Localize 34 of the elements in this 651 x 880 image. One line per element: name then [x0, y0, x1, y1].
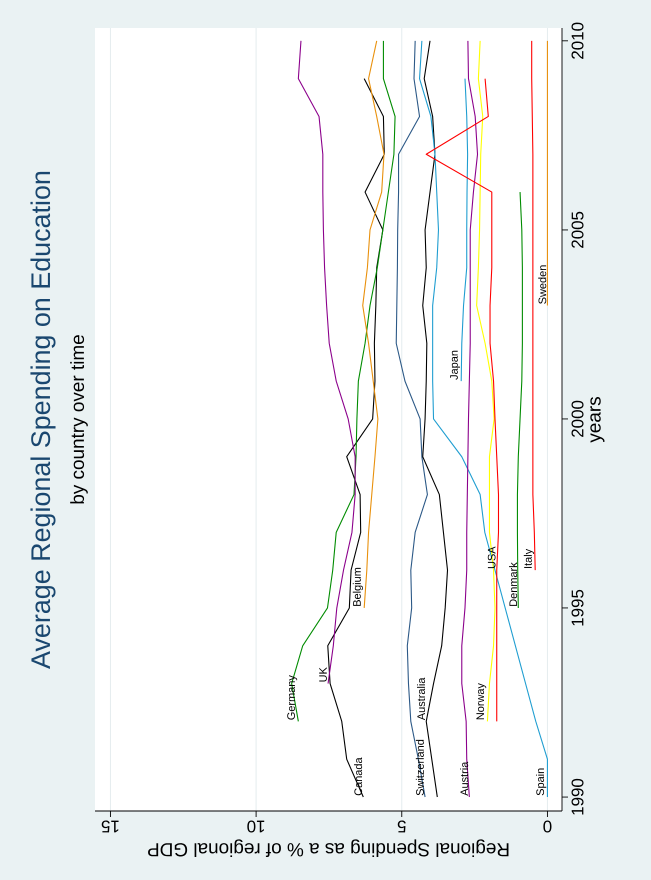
text: Spain — [536, 768, 546, 796]
line-series — [327, 78, 385, 798]
y-tick-label: 2000 — [572, 400, 584, 437]
text: UK — [319, 667, 327, 682]
line-series — [460, 78, 468, 382]
line-series — [476, 40, 496, 722]
text: Australia — [417, 678, 426, 720]
text: USA — [488, 546, 496, 568]
text: Denmark — [509, 562, 518, 606]
line-series — [426, 78, 500, 722]
line-series — [362, 40, 385, 609]
text: Germany — [287, 675, 298, 720]
line-series — [396, 40, 428, 798]
x-tick-label: 10 — [247, 820, 264, 832]
y-tick-label: 2010 — [572, 22, 584, 59]
y-axis-title: years — [590, 397, 604, 443]
x-tick-label: 15 — [102, 820, 119, 832]
line-series — [516, 192, 523, 609]
y-tick-label: 1995 — [572, 590, 584, 626]
x-axis-title: Regional Spending as a % of regional GDP — [148, 839, 508, 857]
text: Norway — [476, 683, 486, 720]
text: Canada — [354, 757, 362, 796]
text: Belgium — [352, 568, 363, 606]
text: by country over time — [70, 335, 88, 504]
text: Japan — [450, 350, 460, 380]
text: Austria — [460, 762, 468, 796]
text: Switzerland — [416, 740, 424, 796]
text: Average Regional Spending on Education — [30, 172, 56, 669]
text: Italy — [524, 548, 534, 568]
y-tick-label: 2005 — [572, 212, 584, 248]
y-tick-label: 1990 — [572, 778, 584, 815]
x-tick-label: 0 — [543, 820, 552, 832]
x-tick-label: 5 — [398, 820, 406, 832]
text: Sweden — [538, 265, 546, 304]
